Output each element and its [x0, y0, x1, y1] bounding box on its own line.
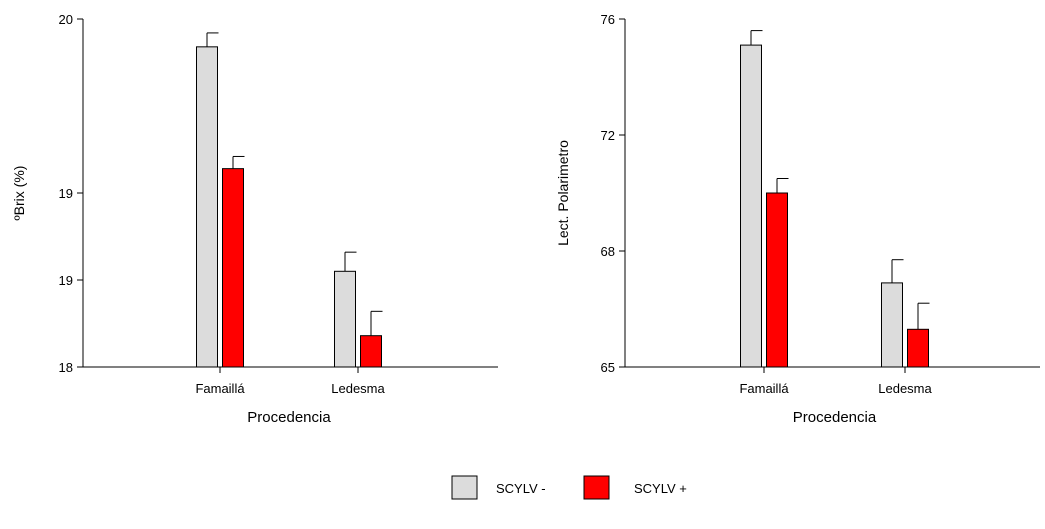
x-tick-label: Ledesma [878, 381, 932, 396]
legend-label-scylv-minus: SCYLV - [496, 481, 546, 496]
y-axis-label: Lect. Polarimetro [555, 140, 571, 246]
legend-label-scylv-plus: SCYLV + [634, 481, 687, 496]
x-tick-label: Famaillá [739, 381, 789, 396]
bar-scylv-minus-1 [881, 282, 903, 368]
y-tick-label: 19 [59, 273, 73, 288]
y-tick-label: 19 [59, 186, 73, 201]
y-tick-label: 76 [601, 12, 615, 27]
bar-scylv-minus-0 [196, 46, 218, 368]
x-axis-label: Procedencia [793, 409, 877, 426]
bar-scylv-plus-0 [222, 168, 244, 368]
bar-scylv-plus-1 [360, 335, 382, 368]
x-tick-label: Ledesma [331, 381, 385, 396]
x-tick-label: Famaillá [195, 381, 245, 396]
x-axis-label: Procedencia [247, 409, 331, 426]
bar-scylv-plus-1 [907, 328, 929, 368]
y-axis-label: ºBrix (%) [11, 166, 27, 221]
chart-panel-polarimetro: 65 68 72 76 Lect. Polarimetro Famaillá Ledesma… [555, 12, 1040, 426]
y-tick-label: 68 [601, 244, 615, 259]
y-tick-label: 18 [59, 360, 73, 375]
chart-panel-brix: 18 19 19 20 ºBrix (%) Famaillá LedesmaProceden… [11, 12, 498, 426]
bar-scylv-minus-0 [740, 44, 762, 368]
bar-scylv-plus-0 [766, 192, 788, 368]
legend: SCYLV - SCYLV + [451, 475, 687, 500]
legend-swatch-scylv-plus [583, 475, 610, 500]
bar-scylv-minus-1 [334, 270, 356, 368]
y-tick-label: 20 [59, 12, 73, 27]
y-tick-label: 72 [601, 128, 615, 143]
legend-swatch-scylv-minus [451, 475, 478, 500]
y-tick-label: 65 [601, 360, 615, 375]
